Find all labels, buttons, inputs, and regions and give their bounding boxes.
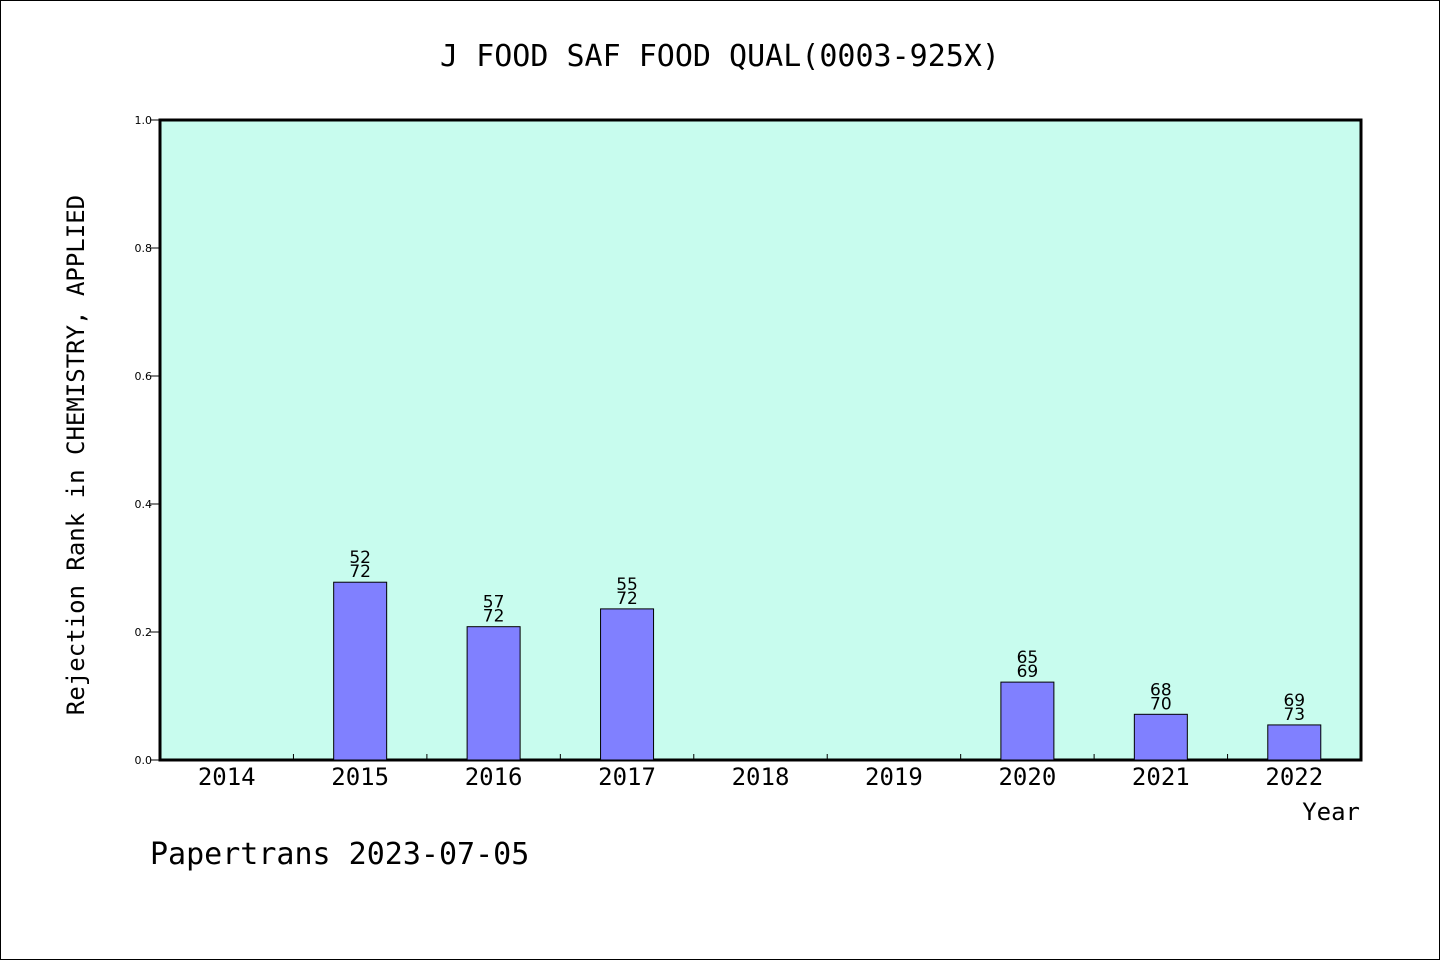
chart-title: J FOOD SAF FOOD QUAL(0003-925X) xyxy=(440,39,1000,74)
bar-label-rank: 57 xyxy=(483,593,505,613)
y-axis: 0.0 0.2 0.4 0.6 0.8 1.0 xyxy=(135,114,160,767)
x-axis-label: Year xyxy=(1302,798,1360,826)
bar xyxy=(600,608,655,761)
x-tick-label: 2018 xyxy=(732,763,790,791)
y-tick-label: 1.0 xyxy=(135,114,153,127)
bar-label-denominator: 69 xyxy=(1017,662,1039,682)
x-tick-label: 2015 xyxy=(331,763,389,791)
y-tick-label: 0.0 xyxy=(135,754,153,767)
x-tick-label: 2021 xyxy=(1132,763,1190,791)
y-tick-label: 0.8 xyxy=(135,242,153,255)
x-axis: 2014 2015 2016 2017 2018 2019 2020 2021 2022 xyxy=(198,754,1323,791)
y-tick-label: 0.6 xyxy=(135,370,153,383)
x-tick-label: 2016 xyxy=(465,763,523,791)
bar-label-denominator: 72 xyxy=(483,607,505,627)
bar-label-rank: 69 xyxy=(1283,691,1305,711)
bar xyxy=(1133,713,1188,761)
x-tick-label: 2014 xyxy=(198,763,256,791)
bar-label-rank: 55 xyxy=(616,575,638,595)
bar xyxy=(466,626,521,761)
bar-label-rank: 65 xyxy=(1017,648,1039,668)
x-tick-label: 2019 xyxy=(865,763,923,791)
y-tick-label: 0.4 xyxy=(135,498,153,511)
bar-label-denominator: 73 xyxy=(1283,705,1305,725)
y-axis-label: Rejection Rank in CHEMISTRY, APPLIED xyxy=(62,195,90,715)
bar xyxy=(333,581,388,761)
x-tick-label: 2022 xyxy=(1265,763,1323,791)
bar-label-rank: 68 xyxy=(1150,680,1172,700)
bar-label-denominator: 72 xyxy=(349,562,371,582)
bar-label-denominator: 72 xyxy=(616,589,638,609)
bar-label-rank: 52 xyxy=(349,548,371,568)
bar xyxy=(1267,724,1322,761)
bar-label-denominator: 70 xyxy=(1150,694,1172,714)
y-tick-label: 0.2 xyxy=(135,626,153,639)
bar xyxy=(1000,681,1055,761)
x-tick-label: 2020 xyxy=(998,763,1056,791)
footer-credit: Papertrans 2023-07-05 xyxy=(150,837,529,872)
x-tick-label: 2017 xyxy=(598,763,656,791)
